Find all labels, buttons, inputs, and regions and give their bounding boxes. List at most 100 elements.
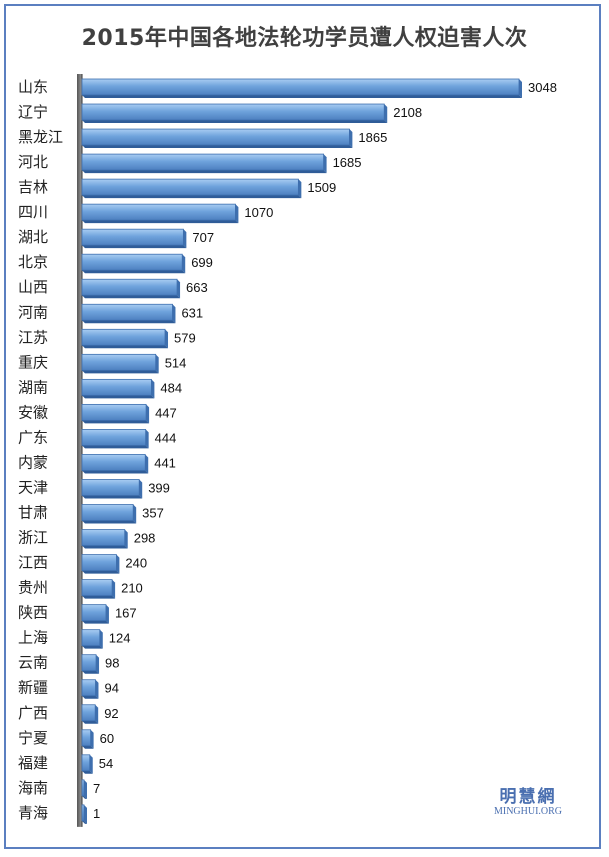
value-label: 447: [155, 405, 177, 420]
bar: [81, 679, 96, 697]
bar-side: [323, 154, 327, 174]
category-label: 云南: [18, 654, 48, 672]
bar-side: [298, 179, 302, 199]
bar-bottom: [82, 445, 149, 449]
category-label: 海南: [18, 779, 48, 797]
value-label: 1685: [333, 155, 362, 170]
category-label: 北京: [18, 253, 48, 271]
bar-side: [349, 129, 353, 149]
value-label: 707: [192, 230, 214, 245]
bar-side: [112, 579, 116, 599]
bar: [81, 779, 85, 797]
bar-side: [145, 454, 149, 474]
bar-side: [146, 404, 150, 424]
bar-side: [133, 504, 137, 524]
y-axis-wall: [77, 74, 82, 827]
bar-side: [124, 529, 128, 549]
value-label: 3048: [528, 80, 557, 95]
value-label: 1509: [307, 180, 336, 195]
bar-side: [384, 104, 388, 124]
bar-bottom: [82, 345, 169, 349]
bar-side: [145, 429, 149, 449]
category-label: 新疆: [18, 679, 48, 697]
bar: [81, 403, 147, 421]
bar-bottom: [82, 145, 353, 149]
category-label: 广东: [18, 428, 48, 446]
bar-bottom: [82, 270, 186, 274]
category-label: 辽宁: [18, 103, 48, 121]
bar: [81, 429, 147, 446]
bar-side: [84, 779, 87, 799]
bar-side: [105, 604, 109, 624]
category-label: 安徽: [18, 403, 48, 421]
value-label: 92: [104, 706, 118, 721]
bar: [81, 328, 166, 346]
bar-side: [96, 654, 100, 674]
bar-side: [151, 379, 155, 399]
value-label: 298: [134, 531, 156, 546]
value-label: 124: [109, 631, 131, 646]
value-label: 60: [100, 731, 114, 746]
bar: [81, 554, 117, 571]
bar-bottom: [82, 320, 176, 324]
bar-side: [89, 754, 93, 774]
bar-bottom: [82, 620, 109, 624]
category-label: 重庆: [18, 353, 48, 371]
watermark-name-cn: 明慧網: [499, 787, 557, 807]
bar: [81, 754, 91, 772]
category-label: 江苏: [18, 328, 48, 346]
category-label: 河南: [18, 303, 48, 321]
category-label: 内蒙: [18, 453, 48, 471]
category-label: 四川: [18, 203, 48, 221]
bar-side: [235, 204, 239, 224]
bar-side: [165, 329, 169, 349]
bar-bottom: [82, 170, 327, 174]
value-label: 357: [142, 506, 164, 521]
value-label: 7: [93, 781, 100, 796]
bar: [81, 454, 146, 471]
value-label: 663: [186, 280, 208, 295]
value-label: 484: [160, 380, 182, 395]
category-label: 吉林: [18, 178, 48, 196]
value-label: 54: [99, 756, 113, 771]
bar-side: [177, 279, 181, 299]
bar: [81, 804, 85, 822]
value-label: 240: [125, 556, 147, 571]
bar-side: [183, 229, 187, 249]
category-label: 天津: [18, 478, 48, 496]
bar-side: [116, 554, 120, 574]
bar-bottom: [82, 245, 187, 249]
value-label: 210: [121, 581, 143, 596]
value-label: 1070: [244, 205, 273, 220]
bar-side: [139, 479, 143, 499]
bar-bottom: [82, 595, 116, 599]
bar-bottom: [82, 195, 302, 199]
category-label: 黑龙江: [18, 128, 63, 146]
bar: [81, 128, 350, 146]
category-label: 上海: [18, 629, 48, 647]
bar: [81, 353, 157, 371]
bar-bottom: [82, 720, 99, 724]
bar-bottom: [82, 545, 128, 549]
bar-bottom: [82, 420, 150, 424]
bar: [81, 153, 324, 171]
bar-bottom: [82, 770, 93, 774]
bar-bottom: [82, 745, 94, 749]
bar: [81, 579, 113, 596]
bar-bottom: [82, 570, 120, 574]
bar-bottom: [82, 95, 522, 98]
bar: [81, 203, 236, 221]
category-label: 甘肃: [18, 504, 48, 522]
bar-side: [99, 629, 103, 649]
bar: [81, 253, 183, 271]
category-label: 青海: [18, 804, 48, 822]
bar: [81, 479, 140, 496]
value-label: 1865: [358, 130, 387, 145]
bar-side: [155, 354, 159, 374]
value-label: 579: [174, 330, 196, 345]
bar: [81, 529, 126, 546]
bar-bottom: [82, 520, 137, 524]
category-label: 陕西: [18, 604, 48, 622]
bar-side: [172, 304, 176, 324]
